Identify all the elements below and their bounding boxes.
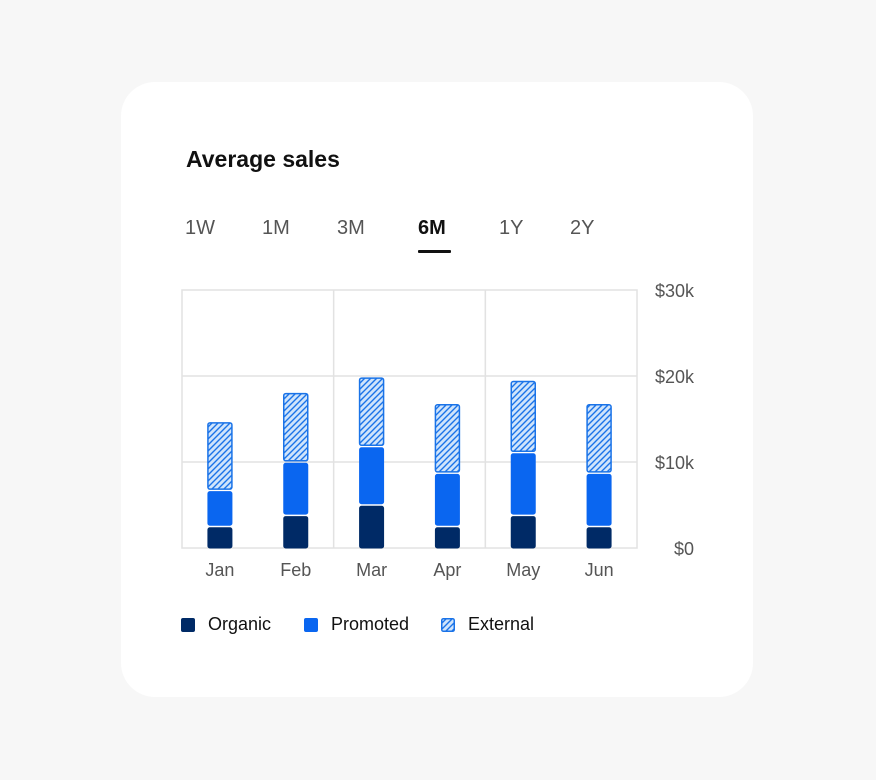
tab-6m[interactable]: 6M	[418, 217, 446, 239]
tab-1m[interactable]: 1M	[262, 217, 290, 239]
tab-1w[interactable]: 1W	[185, 217, 215, 239]
bar-external-may	[510, 380, 536, 453]
bar-external-jan	[207, 422, 233, 490]
legend-label-external: External	[468, 614, 535, 634]
chart-bars	[207, 377, 612, 549]
y-tick-label: $20k	[655, 367, 695, 387]
legend-item-promoted: Promoted	[304, 614, 409, 635]
bar-organic-feb	[283, 516, 309, 549]
plot-frame	[181, 289, 638, 549]
legend-label-organic: Organic	[208, 614, 272, 634]
bar-external-apr	[434, 404, 461, 473]
bar-organic-jun	[586, 527, 612, 549]
bar-promoted-may	[510, 453, 536, 515]
bar-external-mar	[358, 377, 385, 447]
legend-swatch-external	[441, 617, 455, 632]
bar-organic-mar	[359, 505, 385, 549]
y-axis: $0 $10k $20k $30k	[655, 281, 695, 559]
x-tick-label-feb: Feb	[280, 560, 311, 580]
x-tick-label-mar: Mar	[356, 560, 387, 580]
y-tick-label: $30k	[655, 281, 695, 301]
card-title: Average sales	[186, 146, 340, 172]
y-tick-label: $0	[674, 539, 694, 559]
legend-item-external: External	[441, 614, 534, 635]
bar-promoted-apr	[434, 473, 460, 526]
bar-organic-apr	[434, 527, 460, 549]
bar-promoted-mar	[359, 447, 385, 505]
bar-promoted-feb	[283, 462, 309, 515]
tab-1y[interactable]: 1Y	[499, 217, 524, 239]
chart-grid	[181, 289, 638, 549]
sales-card: Average sales 1W 1M 3M 6M 1Y 2Y $0 $10k $2…	[121, 82, 753, 697]
active-tab-indicator	[418, 250, 451, 253]
bar-promoted-jan	[207, 491, 233, 526]
tab-2y[interactable]: 2Y	[570, 217, 595, 239]
bar-organic-jan	[207, 527, 233, 549]
x-tick-label-may: May	[506, 560, 540, 580]
stacked-bar-chart: $0 $10k $20k $30k Jan Feb Mar Apr May Jun	[181, 281, 695, 580]
legend-swatch-promoted	[304, 617, 318, 632]
x-tick-label-apr: Apr	[433, 560, 461, 580]
bar-external-feb	[283, 392, 309, 462]
x-tick-label-jan: Jan	[205, 560, 234, 580]
x-tick-label-jun: Jun	[585, 560, 614, 580]
x-axis: Jan Feb Mar Apr May Jun	[205, 560, 613, 580]
bar-external-jun	[586, 404, 612, 473]
bar-organic-may	[510, 516, 536, 549]
tab-3m[interactable]: 3M	[337, 217, 365, 239]
legend-label-promoted: Promoted	[331, 614, 410, 634]
legend-item-organic: Organic	[181, 614, 271, 635]
y-tick-label: $10k	[655, 453, 695, 473]
bar-promoted-jun	[586, 473, 612, 526]
legend-swatch-organic	[181, 617, 195, 632]
